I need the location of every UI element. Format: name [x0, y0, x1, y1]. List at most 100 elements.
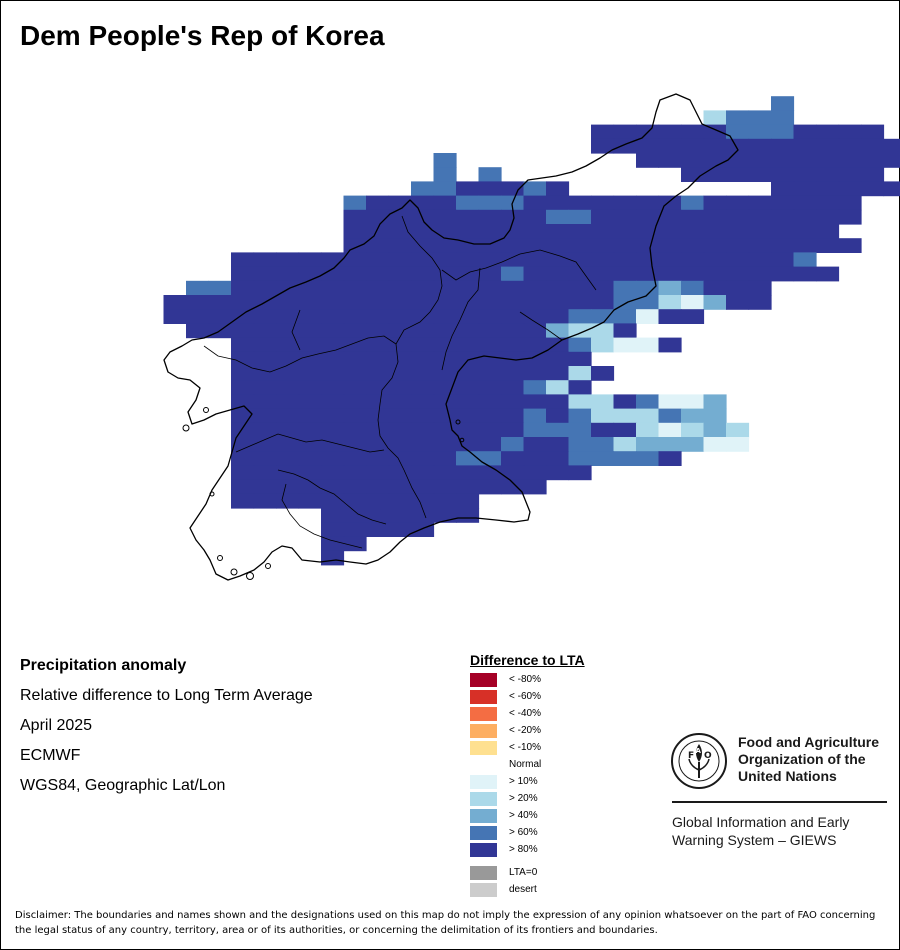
map-info-block: Precipitation anomaly Relative differenc…: [20, 656, 313, 806]
legend-item: > 10%: [470, 773, 585, 790]
anomaly-cell: [748, 238, 772, 253]
anomaly-cell: [253, 451, 277, 466]
anomaly-cell: [411, 380, 435, 395]
anomaly-cell: [726, 209, 750, 225]
anomaly-cell: [343, 408, 367, 424]
anomaly-cell: [703, 266, 727, 282]
anomaly-cell: [231, 295, 255, 310]
anomaly-cell: [838, 195, 862, 211]
anomaly-cell: [388, 238, 412, 253]
anomaly-cell: [793, 209, 817, 225]
anomaly-cell: [478, 351, 502, 367]
anomaly-cell: [388, 323, 412, 339]
anomaly-cell: [636, 337, 660, 353]
anomaly-cell: [478, 167, 502, 182]
anomaly-cell: [546, 465, 570, 481]
anomaly-cell: [478, 422, 502, 438]
anomaly-cell: [546, 181, 570, 197]
anomaly-cell: [726, 138, 750, 154]
anomaly-cell: [546, 224, 570, 239]
anomaly-cell: [433, 209, 457, 225]
anomaly-cell: [568, 422, 592, 438]
anomaly-cell: [276, 422, 300, 438]
anomaly-cell: [231, 422, 255, 438]
anomaly-cell: [636, 394, 660, 410]
anomaly-cell: [681, 295, 705, 310]
anomaly-cell: [388, 337, 412, 353]
anomaly-cell: [456, 209, 480, 225]
anomaly-cell: [523, 380, 547, 395]
anomaly-cell: [568, 209, 592, 225]
anomaly-cell: [658, 437, 682, 452]
anomaly-cell: [703, 238, 727, 253]
anomaly-cell: [748, 280, 772, 296]
anomaly-cell: [456, 437, 480, 452]
anomaly-cell: [591, 124, 615, 140]
anomaly-cell: [433, 280, 457, 296]
anomaly-cell: [456, 280, 480, 296]
anomaly-cell: [523, 479, 547, 495]
anomaly-cell: [276, 252, 300, 268]
anomaly-cell: [231, 366, 255, 381]
anomaly-cell: [636, 408, 660, 424]
anomaly-cell: [208, 295, 232, 310]
anomaly-cell: [321, 266, 345, 282]
anomaly-cell: [591, 266, 615, 282]
anomaly-cell: [613, 451, 637, 466]
anomaly-cell: [366, 493, 390, 509]
anomaly-cell: [388, 408, 412, 424]
anomaly-cell: [186, 280, 210, 296]
anomaly-cell: [343, 351, 367, 367]
legend-label: > 20%: [509, 793, 538, 804]
anomaly-cell: [726, 422, 750, 438]
anomaly-cell: [591, 366, 615, 381]
anomaly-cell: [613, 195, 637, 211]
legend-item: < -20%: [470, 722, 585, 739]
anomaly-cell: [591, 138, 615, 154]
anomaly-cell: [433, 479, 457, 495]
legend-label: desert: [509, 884, 537, 895]
anomaly-cell: [276, 437, 300, 452]
anomaly-cell: [546, 252, 570, 268]
anomaly-cell: [568, 280, 592, 296]
anomaly-cell: [366, 209, 390, 225]
anomaly-cell: [388, 422, 412, 438]
anomaly-cell: [366, 224, 390, 239]
anomaly-cell: [861, 153, 885, 168]
anomaly-cell: [411, 422, 435, 438]
anomaly-cell: [388, 295, 412, 310]
anomaly-cell: [568, 295, 592, 310]
anomaly-cell: [568, 252, 592, 268]
anomaly-cell: [591, 195, 615, 211]
anomaly-cell: [748, 153, 772, 168]
anomaly-cell: [726, 167, 750, 182]
anomaly-cell: [298, 252, 322, 268]
anomaly-cell: [478, 252, 502, 268]
anomaly-cell: [523, 309, 547, 324]
anomaly-cell: [523, 408, 547, 424]
anomaly-cell: [343, 422, 367, 438]
legend-swatch: [470, 673, 497, 687]
anomaly-cell: [501, 451, 525, 466]
anomaly-cell: [456, 195, 480, 211]
anomaly-cell: [366, 522, 390, 537]
legend-swatch: [470, 809, 497, 823]
anomaly-cell: [321, 408, 345, 424]
anomaly-cell: [658, 153, 682, 168]
anomaly-cell: [411, 309, 435, 324]
anomaly-grid: [163, 96, 900, 566]
legend-label: > 80%: [509, 844, 538, 855]
anomaly-cell: [568, 238, 592, 253]
anomaly-cell: [321, 465, 345, 481]
map-info-line-projection: WGS84, Geographic Lat/Lon: [20, 777, 226, 794]
anomaly-cell: [681, 309, 705, 324]
disclaimer: Disclaimer: The boundaries and names sho…: [15, 910, 876, 936]
anomaly-cell: [433, 337, 457, 353]
anomaly-cell: [433, 493, 457, 509]
anomaly-cell: [636, 422, 660, 438]
anomaly-cell: [546, 266, 570, 282]
anomaly-cell: [478, 479, 502, 495]
anomaly-cell: [456, 309, 480, 324]
map-subject-heading: Precipitation anomaly: [20, 657, 187, 674]
legend-item: < -40%: [470, 705, 585, 722]
